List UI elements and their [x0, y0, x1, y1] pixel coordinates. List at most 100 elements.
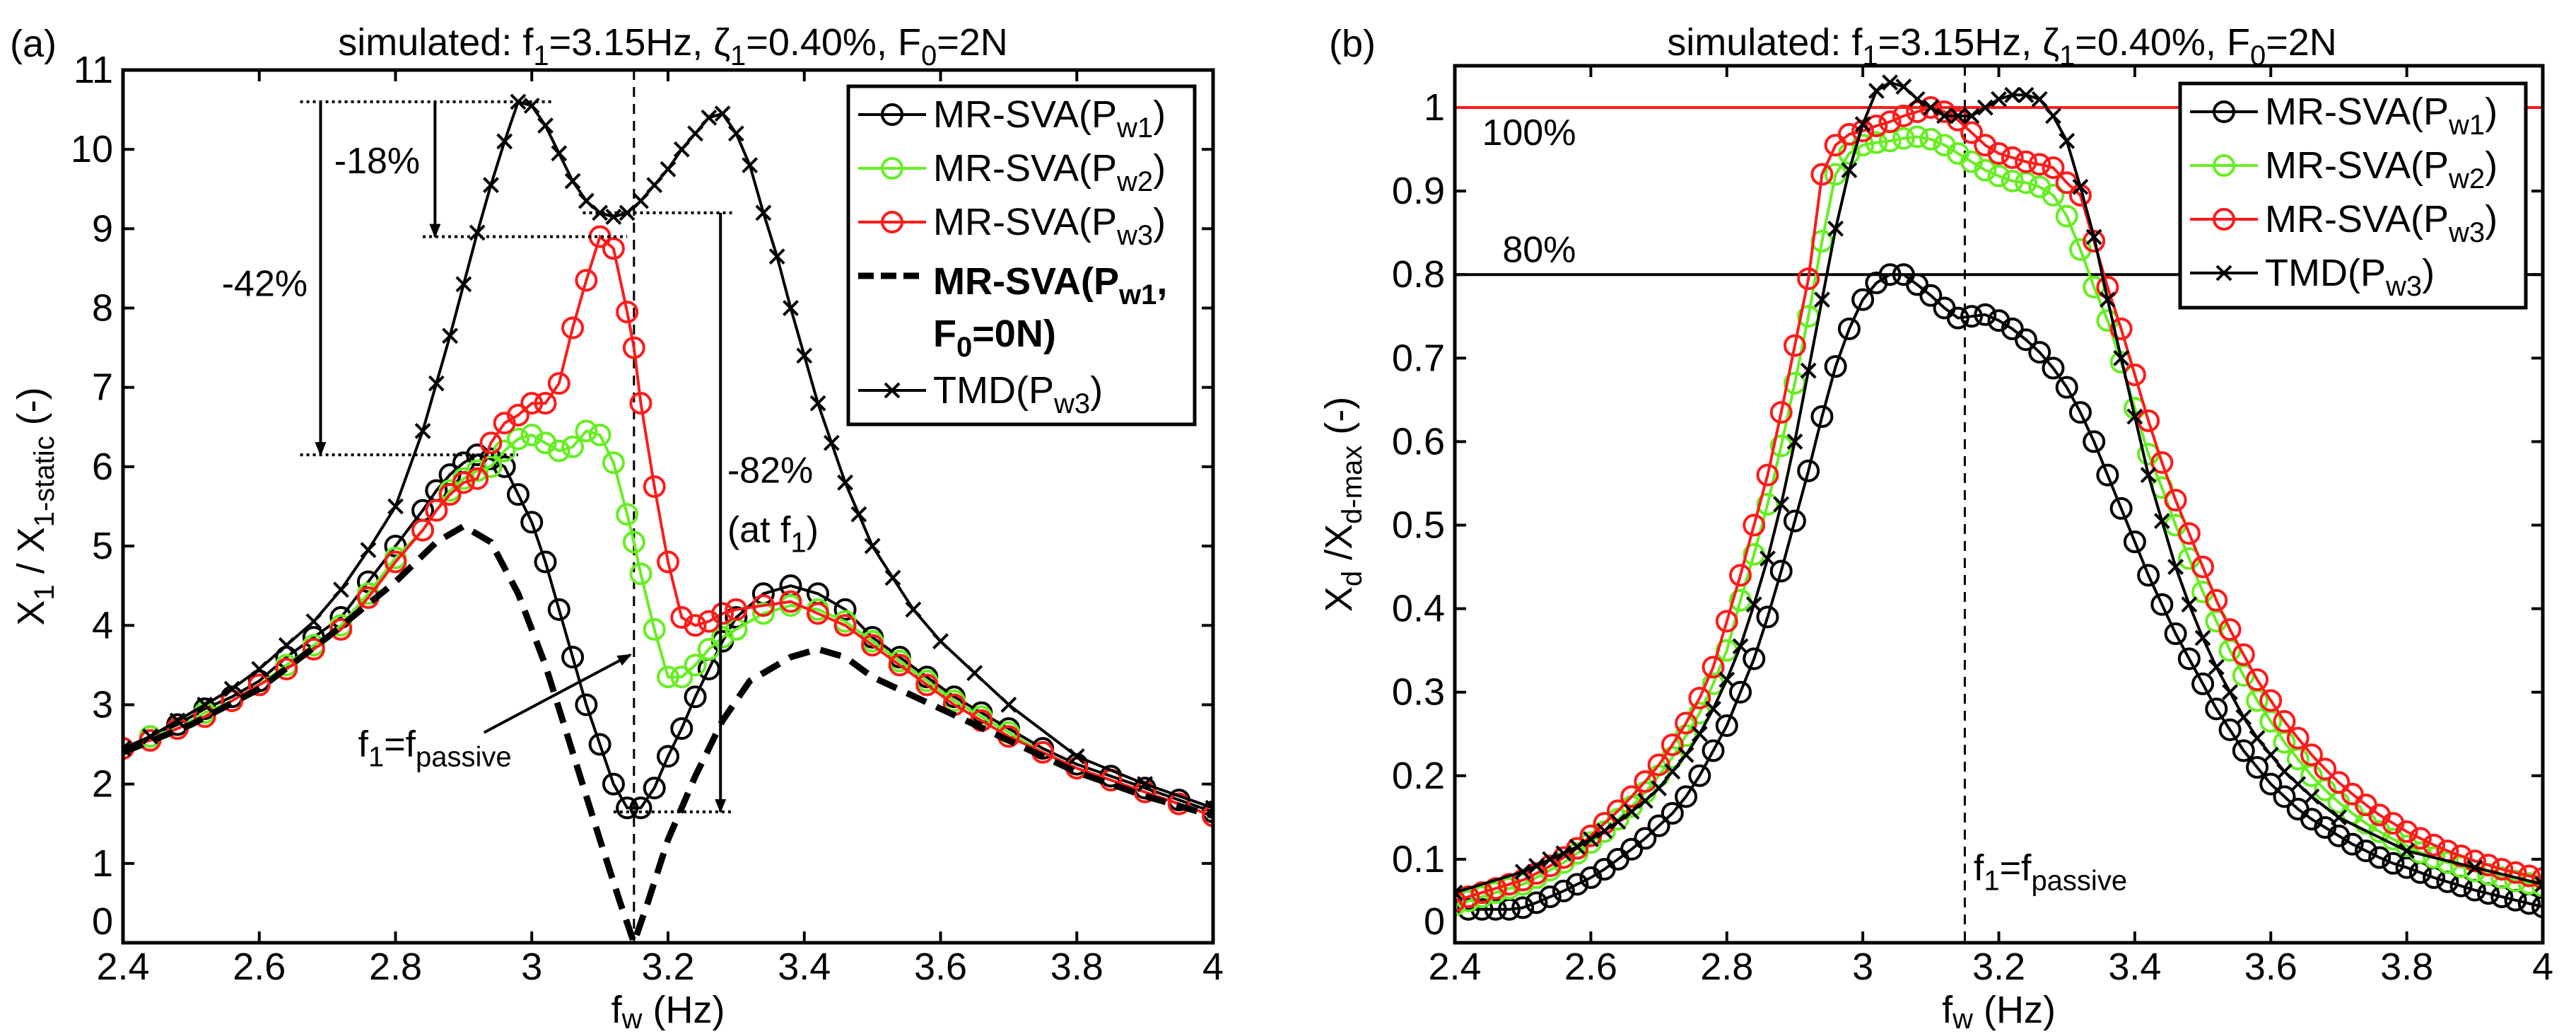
- data-point: [575, 419, 598, 443]
- data-point: [1827, 220, 1844, 237]
- data-point: [1542, 851, 1559, 868]
- data-point: [1922, 99, 1939, 116]
- data-point: [1470, 881, 1494, 905]
- data-point: [850, 506, 867, 523]
- annotation-f1-passive: f1=fpassive: [358, 724, 511, 772]
- data-point: [643, 777, 666, 800]
- data-point: [575, 269, 598, 292]
- data-point: [2531, 895, 2543, 919]
- y-tick-label: 1: [92, 842, 113, 885]
- data-point: [2194, 629, 2211, 646]
- series-line: [123, 522, 1213, 943]
- y-tick-label: 0.4: [1392, 588, 1445, 630]
- text-segment: ): [1090, 369, 1103, 412]
- text-segment: ): [2422, 252, 2435, 294]
- subscript: w: [1952, 1004, 1973, 1034]
- subscript: 0: [921, 40, 937, 71]
- data-point: [506, 427, 529, 451]
- data-point: [2354, 840, 2377, 863]
- data-point: [588, 733, 611, 756]
- data-point: [725, 598, 748, 621]
- annotation-42: -42%: [222, 264, 308, 305]
- data-point: [714, 105, 731, 122]
- data-point: [506, 483, 529, 506]
- data-point: [2014, 328, 2037, 352]
- subscript: w3: [2385, 271, 2422, 302]
- data-point: [1800, 362, 1817, 379]
- text-segment: =2N: [937, 21, 1008, 64]
- data-point: [123, 740, 131, 757]
- text-segment: f: [1942, 989, 1953, 1031]
- legend-item-4: TMD(Pw3): [858, 369, 1103, 419]
- text-segment: MR-SVA(P: [2265, 144, 2449, 187]
- data-point: [2126, 408, 2143, 425]
- data-point: [1167, 792, 1190, 815]
- data-point: [884, 569, 901, 586]
- data-point: [2045, 108, 2061, 124]
- data-point: [551, 145, 568, 162]
- data-point: [2449, 844, 2473, 868]
- data-point: [442, 327, 459, 344]
- subscript: 0: [2250, 40, 2266, 71]
- chart-title: simulated: f1=3.15Hz, ζ1=0.40%, F0=2N: [338, 21, 1008, 71]
- data-point: [888, 653, 911, 677]
- x-tick-label: 3: [521, 946, 542, 988]
- series-3: [123, 522, 1213, 943]
- data-point: [807, 602, 830, 625]
- data-point: [561, 646, 585, 669]
- data-point: [1675, 785, 1698, 808]
- legend-label: MR-SVA(Pw2): [2265, 144, 2498, 194]
- data-point: [2191, 555, 2215, 579]
- data-point: [1497, 873, 1521, 896]
- legend-item-0: MR-SVA(Pw1): [858, 93, 1166, 144]
- data-point: [411, 518, 435, 542]
- annotation-100%: 100%: [1482, 112, 1576, 153]
- data-point: [2181, 596, 2198, 613]
- data-point: [725, 606, 748, 629]
- data-point: [2218, 718, 2242, 741]
- legend-marker: [2213, 154, 2235, 177]
- series-2: [1455, 96, 2543, 912]
- subscript: w3: [1053, 388, 1090, 419]
- data-point: [1946, 306, 1969, 330]
- text-segment: (Hz): [1973, 989, 2056, 1031]
- data-point: [2463, 849, 2486, 873]
- subscript: 1: [1984, 865, 1999, 896]
- data-point: [2249, 730, 2266, 747]
- y-tick-label: 0.7: [1392, 337, 1445, 379]
- data-point: [564, 173, 581, 190]
- text-segment: ,: [1157, 260, 1167, 303]
- x-tick-label: 3.4: [778, 946, 831, 988]
- y-tick-label: 3: [92, 683, 113, 726]
- data-point: [1756, 493, 1779, 516]
- data-point: [1637, 792, 1653, 809]
- data-point: [575, 693, 598, 716]
- x-tick-label: 2.6: [233, 946, 286, 988]
- data-point: [1728, 680, 1752, 704]
- text-segment: MR-SVA(P: [933, 147, 1117, 190]
- x-tick-label: 3.8: [2380, 946, 2433, 988]
- data-point: [2300, 743, 2323, 767]
- text-segment: ): [2485, 144, 2498, 187]
- subscript: 1: [533, 40, 549, 71]
- data-point: [2001, 318, 2024, 340]
- text-segment: X: [1318, 586, 1360, 612]
- data-point: [2341, 832, 2364, 856]
- subscript: 1: [730, 40, 746, 71]
- text-segment: ): [1153, 147, 1166, 190]
- annotation-f1-passive: f1=fpassive: [1974, 847, 2127, 896]
- data-point: [1892, 104, 1915, 127]
- data-point: [1137, 776, 1154, 793]
- data-point: [2068, 401, 2092, 424]
- data-point: [520, 392, 544, 415]
- data-point: [1647, 814, 1670, 837]
- data-point: [169, 712, 186, 729]
- legend-marker: [884, 382, 901, 399]
- data-point: [1000, 697, 1017, 713]
- text-segment: (-): [1318, 397, 1360, 446]
- axes-frame: [1453, 64, 2545, 945]
- data-point: [783, 300, 799, 316]
- text-segment: =f: [384, 724, 416, 765]
- data-point: [643, 475, 666, 498]
- subscript: 1: [790, 527, 806, 558]
